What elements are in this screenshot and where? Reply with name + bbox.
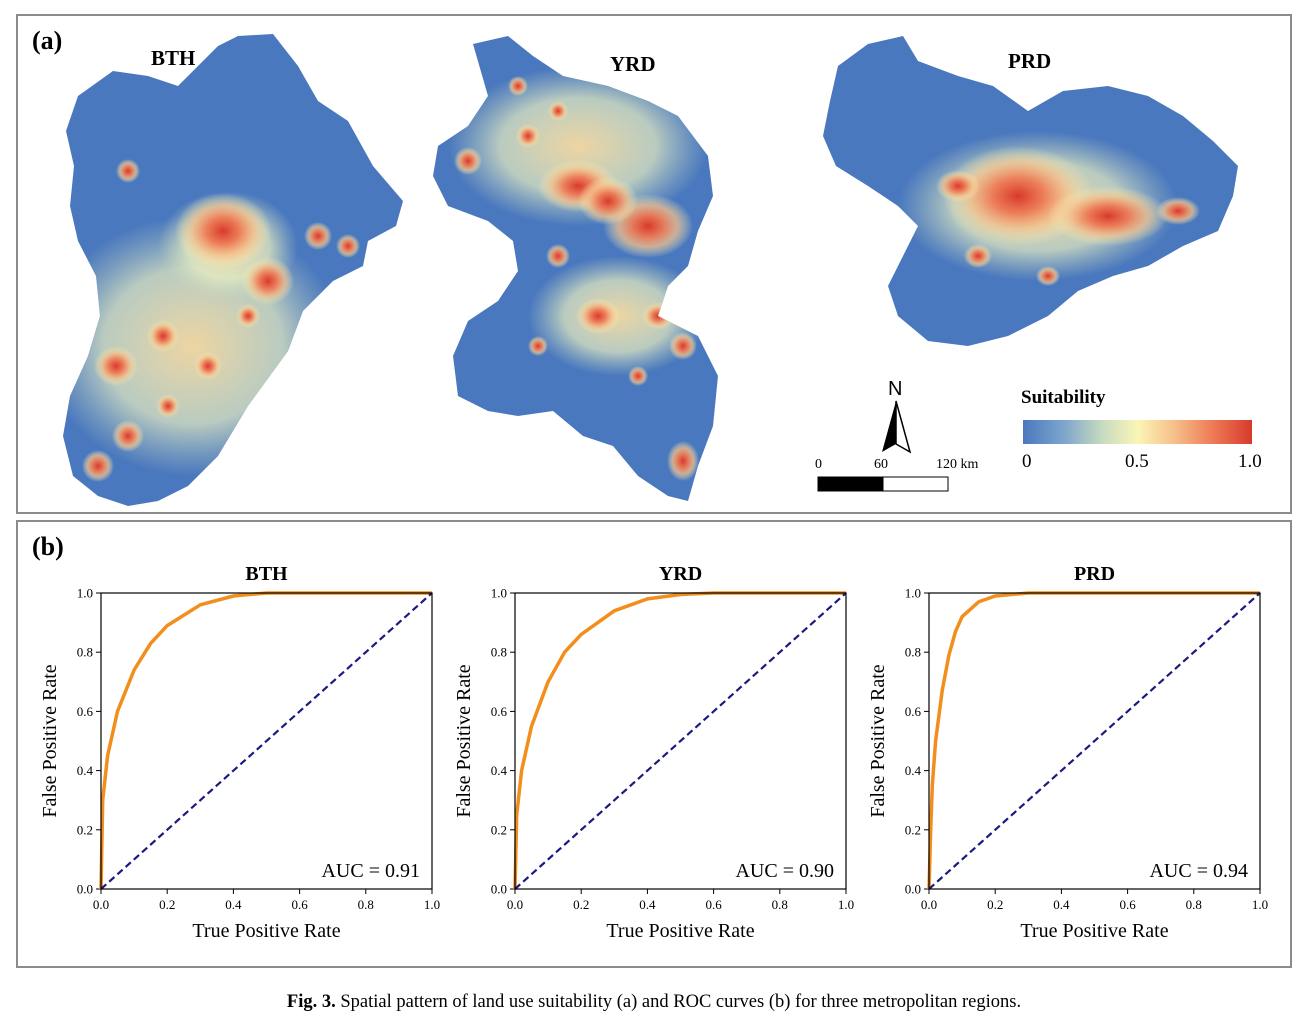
- x-tick-label-yrd: 0.6: [705, 897, 722, 912]
- x-tick-label-yrd: 0.2: [573, 897, 589, 912]
- panel-a-maps: (a) BTH YRD PRD: [16, 14, 1292, 514]
- y-tick-label-yrd: 1.0: [491, 586, 507, 601]
- plot-frame-yrd: [514, 592, 847, 890]
- x-tick-label-prd: 0.4: [1053, 897, 1070, 912]
- x-tick-label-bth: 1.0: [424, 897, 440, 912]
- auc-label-prd: AUC = 0.94: [1149, 860, 1248, 882]
- y-tick-label-bth: 0.2: [77, 822, 93, 837]
- y-tick-label-yrd: 0.4: [491, 763, 508, 778]
- x-tick-label-bth: 0.4: [225, 897, 242, 912]
- y-tick-label-bth: 0.4: [77, 763, 94, 778]
- y-tick-label-prd: 0.6: [905, 704, 922, 719]
- y-tick-label-yrd: 0.8: [491, 645, 507, 660]
- y-tick-label-prd: 0.2: [905, 822, 921, 837]
- chance-line-prd: [928, 592, 1261, 890]
- x-tick-label-bth: 0.2: [159, 897, 175, 912]
- figure-caption: Fig. 3. Spatial pattern of land use suit…: [0, 992, 1308, 1013]
- x-axis-label-prd: True Positive Rate: [1020, 920, 1168, 942]
- y-axis-label-yrd: False Positive Rate: [453, 664, 475, 817]
- north-arrow-icon: [882, 400, 912, 454]
- y-axis-label-prd: False Positive Rate: [867, 664, 889, 817]
- y-tick-label-yrd: 0.2: [491, 822, 507, 837]
- roc-title-yrd: YRD: [659, 563, 702, 585]
- chance-line-yrd: [514, 592, 847, 890]
- panel-b-roc: (b) BTH 0.0 0.2 0.4 0.6 0.8 1.0 0.0 0.2 0.4 0.6 0.8…: [16, 520, 1292, 968]
- x-tick-label-bth: 0.8: [358, 897, 374, 912]
- roc-curves-figure: BTH 0.0 0.2 0.4 0.6 0.8 1.0 0.0 0.2 0.4 0.6 0.8 1.0 A…: [39, 563, 1268, 942]
- legend-tick-0: 0: [1022, 451, 1032, 472]
- north-label: N: [888, 378, 903, 400]
- x-tick-label-bth: 0.0: [93, 897, 109, 912]
- legend-title: Suitability: [1021, 387, 1106, 408]
- plot-frame-bth: [100, 592, 433, 890]
- x-tick-label-bth: 0.6: [291, 897, 308, 912]
- chance-line-bth: [100, 592, 433, 890]
- panel-b-label: (b): [32, 532, 64, 561]
- x-axis-label-bth: True Positive Rate: [192, 920, 340, 942]
- map-prd: [823, 36, 1238, 346]
- y-tick-label-yrd: 0.0: [491, 882, 507, 897]
- y-tick-label-prd: 0.8: [905, 645, 921, 660]
- roc-title-bth: BTH: [245, 563, 288, 585]
- y-tick-label-yrd: 0.6: [491, 704, 508, 719]
- y-tick-label-bth: 1.0: [77, 586, 93, 601]
- caption-prefix: Fig. 3.: [286, 992, 336, 1012]
- map-title-yrd: YRD: [610, 52, 656, 76]
- y-tick-label-bth: 0.8: [77, 645, 93, 660]
- map-bth: [63, 34, 403, 506]
- x-tick-label-prd: 0.8: [1186, 897, 1202, 912]
- x-tick-label-prd: 0.6: [1119, 897, 1136, 912]
- scale-tick-60: 60: [874, 457, 888, 472]
- scale-tick-120: 120 km: [936, 457, 979, 472]
- x-tick-label-prd: 0.2: [987, 897, 1003, 912]
- map-yrd: [433, 36, 718, 501]
- x-tick-label-prd: 1.0: [1252, 897, 1268, 912]
- legend-tick-0-5: 0.5: [1125, 451, 1149, 472]
- suitability-maps-figure: [63, 34, 1252, 506]
- roc-title-prd: PRD: [1074, 563, 1115, 585]
- auc-label-bth: AUC = 0.91: [321, 860, 420, 882]
- y-tick-label-bth: 0.6: [77, 704, 94, 719]
- x-tick-label-yrd: 0.8: [772, 897, 788, 912]
- y-tick-label-bth: 0.0: [77, 882, 93, 897]
- y-tick-label-prd: 1.0: [905, 586, 921, 601]
- caption-text: Spatial pattern of land use suitability …: [340, 992, 1022, 1012]
- y-tick-label-prd: 0.0: [905, 882, 921, 897]
- legend-colorbar: [1023, 420, 1252, 444]
- x-tick-label-yrd: 0.0: [507, 897, 523, 912]
- scale-tick-0: 0: [815, 457, 822, 472]
- plot-frame-prd: [928, 592, 1261, 890]
- legend-tick-1-0: 1.0: [1238, 451, 1262, 472]
- scale-bar: [817, 476, 949, 492]
- auc-label-yrd: AUC = 0.90: [735, 860, 834, 882]
- panel-a-label: (a): [32, 26, 63, 55]
- x-axis-label-yrd: True Positive Rate: [606, 920, 754, 942]
- y-axis-label-bth: False Positive Rate: [39, 664, 61, 817]
- map-title-bth: BTH: [151, 46, 196, 70]
- x-tick-label-yrd: 0.4: [639, 897, 656, 912]
- x-tick-label-prd: 0.0: [921, 897, 937, 912]
- map-title-prd: PRD: [1008, 49, 1052, 73]
- y-tick-label-prd: 0.4: [905, 763, 922, 778]
- x-tick-label-yrd: 1.0: [838, 897, 854, 912]
